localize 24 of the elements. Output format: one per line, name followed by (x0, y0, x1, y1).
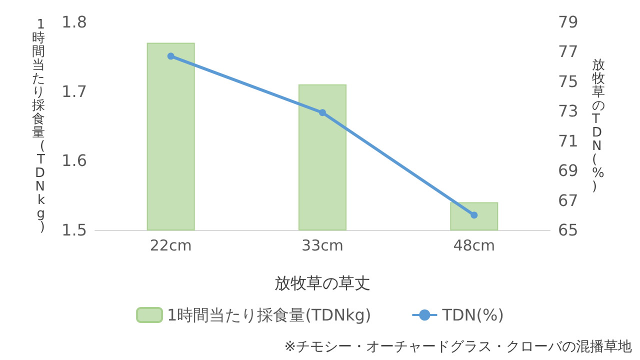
text: ※チモシー・オーチャードグラス・クローバの混播草地 (284, 339, 632, 355)
y2-tick-label: 65 (558, 220, 578, 240)
y2-tick-label: 69 (558, 161, 578, 180)
y-tick-label: 1.6 (62, 151, 87, 170)
y2-tick-label: 73 (558, 102, 578, 121)
text: 放牧草のTDN(%) (592, 58, 605, 194)
legend-label: 1時間当たり採食量(TDNkg) (167, 306, 372, 324)
y2-tick-label: 75 (558, 72, 578, 91)
point (470, 212, 478, 219)
x-tick-label: 48cm (453, 236, 496, 254)
y-tick-label: 1.5 (62, 220, 87, 240)
x-tick-label: 33cm (302, 236, 344, 254)
text: 1時間当たり採食量(TDNkg) (32, 17, 45, 235)
y2-tick-label: 77 (558, 42, 578, 62)
y2-tick-label: 67 (558, 190, 578, 210)
point (319, 109, 326, 116)
y2-tick-label: 79 (558, 12, 578, 32)
point (167, 52, 174, 60)
x-tick-label: 22cm (150, 236, 192, 254)
legend-label: TDN(%) (441, 306, 504, 324)
y-tick-label: 1.7 (62, 82, 87, 101)
y-tick-label: 1.8 (62, 12, 87, 32)
y2-tick-label: 71 (558, 131, 578, 150)
x-axis-title: 放牧草の草丈 (274, 274, 370, 292)
